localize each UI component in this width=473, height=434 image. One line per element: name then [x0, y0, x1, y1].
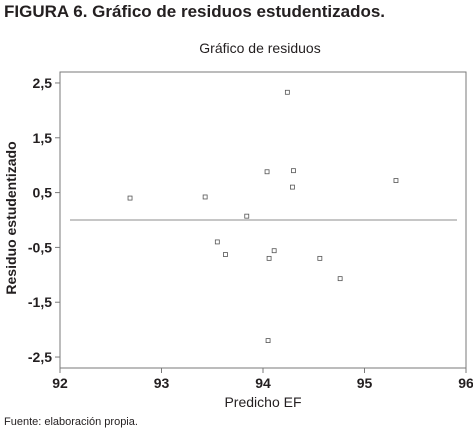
- y-tick-label: 2,5: [33, 75, 53, 91]
- y-tick-label: -1,5: [28, 294, 52, 310]
- data-point: [291, 168, 296, 174]
- data-point: [393, 178, 399, 183]
- data-point: [265, 338, 271, 343]
- data-point: [266, 255, 272, 261]
- x-tick-label: 95: [357, 375, 373, 391]
- source-note: Fuente: elaboración propia.: [4, 416, 138, 428]
- x-axis-label: Predicho EF: [224, 394, 301, 410]
- y-tick-label: -0,5: [28, 239, 52, 255]
- y-tick-label: 0,5: [33, 185, 53, 201]
- y-axis: 2,5 1,5 0,5 -0,5 -1,5 -2,5: [28, 75, 60, 365]
- data-points: [127, 89, 399, 343]
- x-tick-label: 93: [154, 375, 170, 391]
- y-axis-label: Residuo estudentizado: [3, 141, 19, 294]
- x-axis: 92 93 94 95 96: [52, 368, 473, 391]
- data-point: [214, 239, 220, 245]
- x-tick-label: 92: [52, 375, 68, 391]
- figure-label: FIGURA 6.: [4, 2, 88, 21]
- data-point: [271, 248, 277, 254]
- y-tick-label: -2,5: [28, 349, 52, 365]
- data-point: [337, 276, 343, 282]
- x-tick-label: 94: [255, 375, 271, 391]
- x-tick-label: 96: [458, 375, 473, 391]
- data-point: [317, 255, 323, 261]
- chart-title: Gráfico de residuos: [199, 40, 320, 56]
- residual-chart: Gráfico de residuos 2,5 1,5 0,5 -0,5 -1,5 -2,…: [3, 40, 473, 410]
- data-point: [284, 89, 290, 95]
- data-point: [202, 194, 208, 200]
- figure-caption-text: Gráfico de residuos estudentizados.: [92, 2, 386, 21]
- data-point: [244, 213, 250, 219]
- y-tick-label: 1,5: [33, 130, 53, 146]
- figure-caption: FIGURA 6. Gráfico de residuos estudentiz…: [4, 2, 385, 22]
- data-point: [223, 252, 228, 257]
- data-point: [127, 195, 133, 201]
- data-point: [290, 184, 295, 190]
- data-point: [264, 169, 270, 175]
